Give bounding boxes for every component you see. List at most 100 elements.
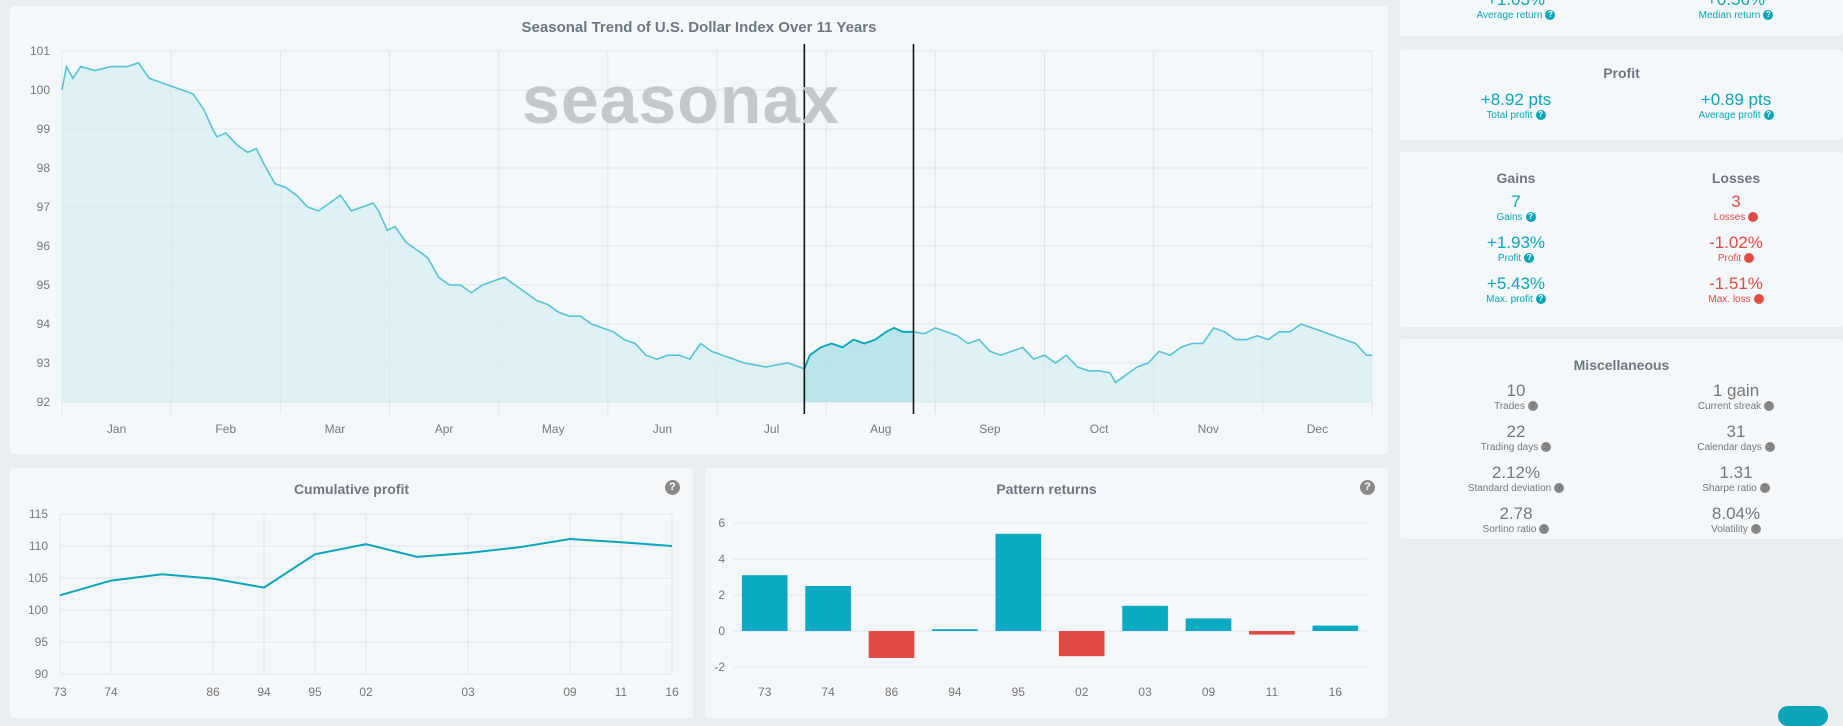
- y-tick-label: 110: [29, 539, 48, 553]
- calendar-days-stat: 31 Calendar days?: [1626, 422, 1843, 454]
- gains-profit-value: +1.93%: [1486, 233, 1546, 252]
- help-icon[interactable]: ?: [1763, 10, 1774, 21]
- x-tick-label: 95: [1012, 685, 1026, 699]
- y-tick-label: 95: [37, 278, 51, 292]
- y-tick-label: 94: [37, 317, 51, 331]
- x-tick-label: 11: [1266, 685, 1279, 699]
- help-icon[interactable]: ?: [1759, 483, 1770, 494]
- seasonal-chart-panel: Seasonal Trend of U.S. Dollar Index Over…: [10, 6, 1388, 454]
- seasonal-area: [62, 62, 1372, 402]
- cumulative-line: [59, 537, 673, 597]
- miscellaneous-panel: Miscellaneous 10 Trades? 1 gain Current …: [1400, 339, 1843, 539]
- trades-value: 10: [1506, 381, 1526, 400]
- average-return-value: +1.03%: [1406, 0, 1626, 10]
- max-loss-stat: -1.51% Max. loss?: [1626, 274, 1843, 306]
- gains-profit-stat: +1.93% Profit?: [1406, 233, 1626, 265]
- help-icon[interactable]: ?: [1764, 401, 1775, 412]
- help-icon[interactable]: ?: [1541, 442, 1552, 453]
- x-tick-label: 73: [53, 685, 67, 699]
- x-tick-label: Jun: [653, 422, 672, 436]
- x-tick-label: 11: [615, 685, 628, 699]
- y-tick-label: 96: [37, 239, 51, 253]
- seasonal-chart[interactable]: 92 93 94 95 96 97 98 99 100 101 Jan Feb Mar Apr May Jun…: [10, 6, 1388, 454]
- y-tick-label: 105: [28, 571, 48, 585]
- calendar-days-label: Calendar days: [1697, 442, 1762, 453]
- help-icon[interactable]: ?: [1764, 442, 1775, 453]
- current-streak-value: 1 gain: [1712, 381, 1760, 400]
- pattern-help-icon[interactable]: ?: [1360, 480, 1375, 495]
- losses-profit-stat: -1.02% Profit?: [1626, 233, 1843, 265]
- pattern-returns-panel: Pattern returns ? -2 0 2 4 6 73 74 86 94 95 02 03 09…: [705, 468, 1388, 718]
- y-tick-label: 98: [37, 161, 51, 175]
- x-tick-label: 16: [1329, 685, 1343, 699]
- help-icon[interactable]: ?: [1763, 110, 1774, 121]
- help-icon[interactable]: ?: [1748, 212, 1759, 223]
- x-tick-label: 73: [758, 685, 772, 699]
- pattern-returns-title: Pattern returns: [996, 481, 1097, 497]
- floating-action-button[interactable]: [1778, 706, 1828, 726]
- x-tick-label: Jul: [764, 422, 779, 436]
- cumulative-help-icon[interactable]: ?: [665, 480, 680, 495]
- highlight-area: [804, 327, 914, 402]
- help-icon[interactable]: ?: [1525, 212, 1536, 223]
- y-tick-label: 90: [35, 667, 49, 681]
- cumulative-profit-chart[interactable]: 90 95 100 105 110 115 73 74 86 94 95 02 03 09 11 16: [10, 468, 693, 718]
- bar: [805, 586, 851, 631]
- help-icon[interactable]: ?: [1535, 294, 1546, 305]
- return-stats-panel: +1.03% Average return? +0.56% Median ret…: [1400, 0, 1843, 36]
- sortino-ratio-value: 2.78: [1499, 504, 1533, 523]
- sharpe-ratio-value: 1.31: [1719, 463, 1753, 482]
- max-profit-stat: +5.43% Max. profit?: [1406, 274, 1626, 306]
- standard-deviation-value: 2.12%: [1491, 463, 1541, 482]
- calendar-days-value: 31: [1726, 422, 1746, 441]
- profit-title: Profit: [1603, 65, 1640, 81]
- x-tick-label: May: [542, 422, 565, 436]
- y-tick-label: 0: [718, 624, 725, 638]
- x-tick-label: Oct: [1090, 422, 1109, 436]
- x-tick-label: Sep: [979, 422, 1001, 436]
- help-icon[interactable]: ?: [1535, 110, 1546, 121]
- help-icon[interactable]: ?: [1554, 483, 1565, 494]
- x-tick-label: Mar: [325, 422, 346, 436]
- max-profit-value: +5.43%: [1486, 274, 1546, 293]
- x-tick-label: 86: [885, 685, 899, 699]
- gains-count-label: Gains: [1496, 212, 1523, 223]
- help-icon[interactable]: ?: [1753, 294, 1764, 305]
- standard-deviation-label: Standard deviation: [1467, 483, 1552, 494]
- x-tick-label: 16: [665, 685, 679, 699]
- y-tick-label: -2: [714, 660, 725, 674]
- miscellaneous-title: Miscellaneous: [1573, 357, 1670, 373]
- sharpe-ratio-label: Sharpe ratio: [1702, 483, 1757, 494]
- y-tick-label: 93: [37, 356, 51, 370]
- help-icon[interactable]: ?: [1750, 524, 1761, 535]
- x-tick-label: 74: [821, 685, 835, 699]
- x-tick-label: 09: [563, 685, 577, 699]
- y-tick-label: 115: [29, 507, 48, 521]
- help-icon[interactable]: ?: [1539, 524, 1550, 535]
- x-tick-label: 09: [1202, 685, 1216, 699]
- gains-title: Gains: [1496, 170, 1536, 186]
- losses-profit-value: -1.02%: [1709, 233, 1763, 252]
- trading-days-value: 22: [1506, 422, 1526, 441]
- seasonal-chart-title: Seasonal Trend of U.S. Dollar Index Over…: [521, 19, 877, 36]
- x-tick-label: 74: [104, 685, 118, 699]
- bar: [932, 629, 978, 631]
- bar: [741, 575, 788, 631]
- help-icon[interactable]: ?: [1744, 253, 1755, 264]
- y-tick-label: 99: [37, 122, 51, 136]
- losses-count-value: 3: [1731, 192, 1741, 211]
- max-loss-value: -1.51%: [1709, 274, 1763, 293]
- y-tick-label: 101: [30, 44, 50, 58]
- standard-deviation-stat: 2.12% Standard deviation?: [1406, 463, 1626, 495]
- help-icon[interactable]: ?: [1545, 10, 1556, 21]
- help-icon[interactable]: ?: [1527, 401, 1538, 412]
- trading-days-label: Trading days: [1480, 442, 1539, 453]
- sharpe-ratio-stat: 1.31 Sharpe ratio?: [1626, 463, 1843, 495]
- losses-count-stat: 3 Losses?: [1626, 192, 1843, 224]
- y-tick-label: 100: [28, 603, 48, 617]
- highlight-line: [803, 326, 914, 370]
- help-icon[interactable]: ?: [1524, 253, 1535, 264]
- cumulative-profit-panel: Cumulative profit ? 90 95 100 105 110 115 73 74…: [10, 468, 693, 718]
- profit-panel: Profit +8.92 pts Total profit? +0.89 pts…: [1400, 50, 1843, 140]
